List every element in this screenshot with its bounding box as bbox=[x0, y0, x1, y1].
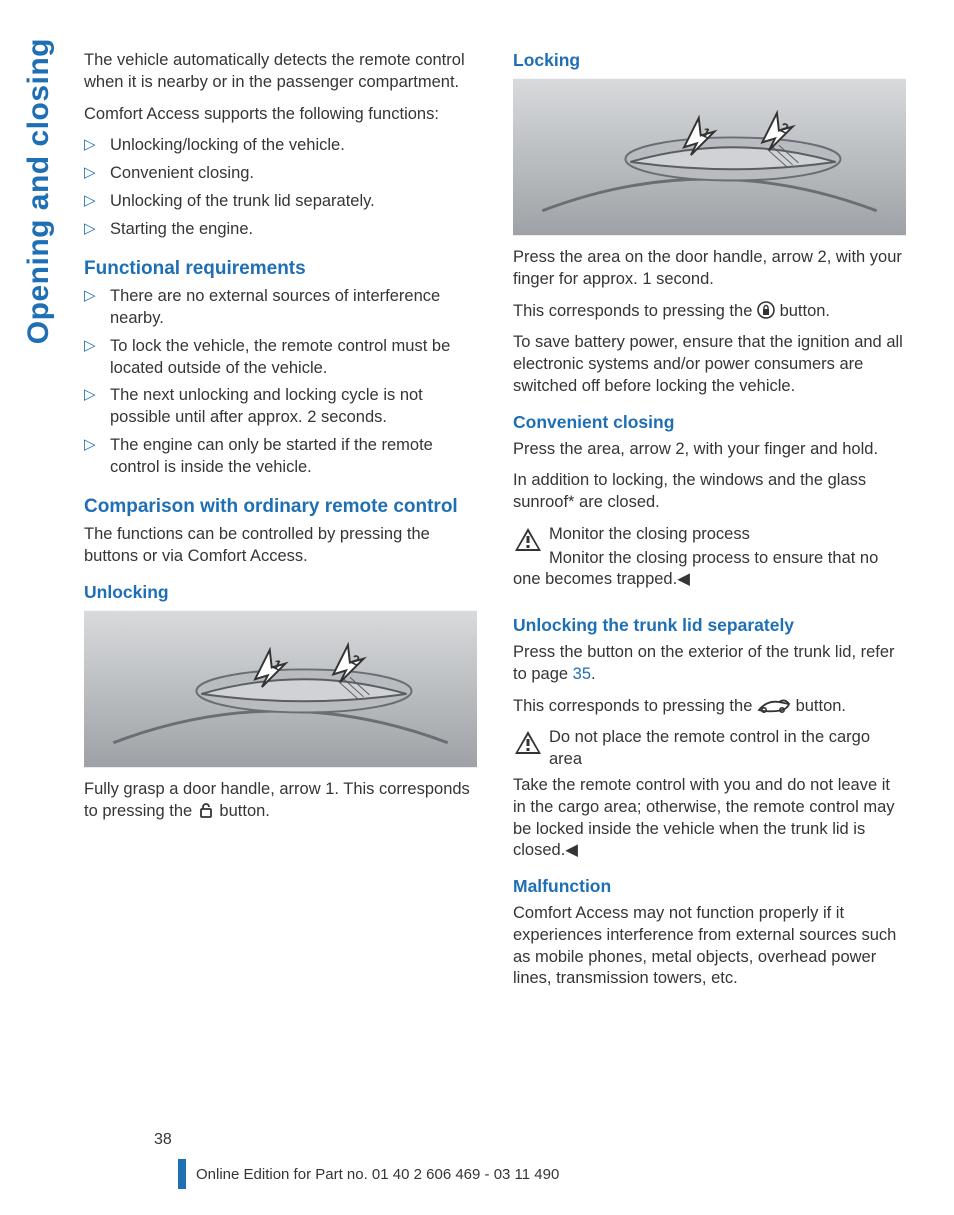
convenient-text-1: Press the area, arrow 2, with your finge… bbox=[513, 439, 906, 461]
requirements-list: There are no external sources of interfe… bbox=[84, 286, 477, 478]
list-item: Unlocking of the trunk lid separately. bbox=[84, 191, 477, 213]
locking-text-2: This corresponds to pressing the button. bbox=[513, 301, 906, 323]
warning-icon bbox=[513, 729, 543, 757]
functional-requirements-heading: Functional requirements bbox=[84, 258, 477, 280]
list-item: The next unlocking and locking cycle is … bbox=[84, 385, 477, 429]
door-handle-figure: 1 2 bbox=[84, 609, 477, 769]
door-handle-figure-2: 1 2 bbox=[513, 77, 906, 237]
trunk-text-1: Press the button on the exterior of the … bbox=[513, 642, 906, 686]
unlocking-text: Fully grasp a door handle, arrow 1. This… bbox=[84, 779, 477, 823]
trunk-unlock-heading: Unlocking the trunk lid separately bbox=[513, 615, 906, 636]
list-item: Convenient closing. bbox=[84, 163, 477, 185]
locking-heading: Locking bbox=[513, 50, 906, 71]
warning-body: Monitor the closing process to ensure th… bbox=[513, 548, 906, 592]
left-column: The vehicle automatically detects the re… bbox=[84, 50, 477, 1000]
intro-para-1: The vehicle automatically detects the re… bbox=[84, 50, 477, 94]
warning-icon bbox=[513, 526, 543, 554]
convenient-text-2: In addition to locking, the windows and … bbox=[513, 470, 906, 514]
comparison-text: The functions can be controlled by press… bbox=[84, 524, 477, 568]
list-item: There are no external sources of interfe… bbox=[84, 286, 477, 330]
right-column: Locking 1 2 Pre bbox=[513, 50, 906, 1000]
warning-body: Take the remote control with you and do … bbox=[513, 775, 906, 862]
convenient-closing-heading: Convenient closing bbox=[513, 412, 906, 433]
warning-title: Monitor the closing process bbox=[513, 524, 906, 546]
trunk-icon bbox=[757, 698, 791, 714]
text-part: . bbox=[591, 665, 596, 683]
locking-text-1: Press the area on the door handle, arrow… bbox=[513, 247, 906, 291]
lock-icon bbox=[757, 301, 775, 319]
text-part: Fully grasp a door handle, arrow 1. This… bbox=[84, 780, 470, 820]
footer-text: Online Edition for Part no. 01 40 2 606 … bbox=[196, 1166, 559, 1183]
list-item: Unlocking/locking of the vehicle. bbox=[84, 135, 477, 157]
text-part: button. bbox=[796, 697, 846, 715]
text-part: button. bbox=[780, 302, 830, 320]
text-part: This corresponds to pressing the bbox=[513, 302, 757, 320]
list-item: The engine can only be started if the re… bbox=[84, 435, 477, 479]
malfunction-heading: Malfunction bbox=[513, 876, 906, 897]
intro-para-2: Comfort Access supports the following fu… bbox=[84, 104, 477, 126]
malfunction-text: Comfort Access may not function properly… bbox=[513, 903, 906, 990]
locking-text-3: To save battery power, ensure that the i… bbox=[513, 332, 906, 397]
side-tab: Opening and closing bbox=[22, 38, 56, 344]
comparison-heading: Comparison with ordinary remote control bbox=[84, 496, 477, 518]
page-number: 38 bbox=[154, 1131, 172, 1149]
unlocking-heading: Unlocking bbox=[84, 582, 477, 603]
page-link-35[interactable]: 35 bbox=[573, 665, 591, 683]
footer-bar bbox=[178, 1159, 186, 1189]
warning-monitor-closing: Monitor the closing process Monitor the … bbox=[513, 524, 906, 601]
trunk-text-2: This corresponds to pressing the button. bbox=[513, 696, 906, 718]
text-part: button. bbox=[219, 802, 269, 820]
functions-list: Unlocking/locking of the vehicle. Conven… bbox=[84, 135, 477, 240]
warning-remote-cargo: Do not place the remote control in the c… bbox=[513, 727, 906, 775]
text-part: This corresponds to pressing the bbox=[513, 697, 757, 715]
list-item: Starting the engine. bbox=[84, 219, 477, 241]
list-item: To lock the vehicle, the remote control … bbox=[84, 336, 477, 380]
warning-title: Do not place the remote control in the c… bbox=[513, 727, 906, 771]
text-part: Press the button on the exterior of the … bbox=[513, 643, 895, 683]
unlock-icon bbox=[197, 801, 215, 819]
